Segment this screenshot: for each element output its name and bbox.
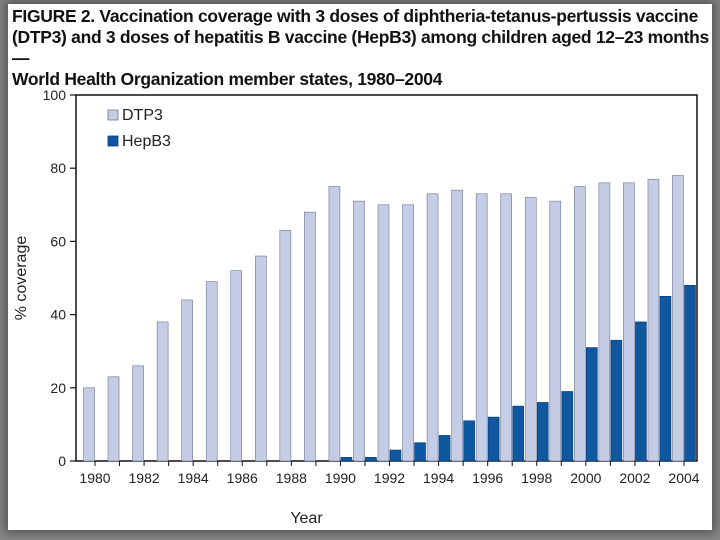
bar-hepb3 <box>389 449 402 462</box>
title-line: World Health Organization member states,… <box>12 69 443 89</box>
bar-hepb3 <box>438 435 451 462</box>
x-tick-label: 1986 <box>227 470 258 486</box>
bar-hepb3 <box>340 457 353 462</box>
bar-dtp3 <box>574 186 586 462</box>
bar-dtp3 <box>304 211 316 462</box>
y-tick-label: 0 <box>58 453 66 469</box>
bar-hepb3 <box>512 405 525 462</box>
bar-dtp3 <box>107 376 120 462</box>
x-tick-label: 1980 <box>79 470 110 486</box>
y-tick-label: 40 <box>50 307 66 323</box>
bar-dtp3 <box>353 200 365 462</box>
bar-dtp3 <box>647 178 660 462</box>
bar-hepb3 <box>561 391 574 462</box>
bar-dtp3 <box>426 193 439 462</box>
x-tick-label: 1998 <box>521 470 552 486</box>
bar-hepb3 <box>586 347 598 462</box>
y-tick-label: 100 <box>43 87 67 103</box>
bar-dtp3 <box>254 255 267 462</box>
bar-hepb3 <box>414 442 426 462</box>
chart-title: FIGURE 2. Vaccination coverage with 3 do… <box>12 6 712 90</box>
x-tick-label: 1996 <box>472 470 503 486</box>
bar-hepb3 <box>536 402 549 462</box>
bar-dtp3 <box>524 197 537 462</box>
x-tick-label: 1988 <box>276 470 307 486</box>
bar-hepb3 <box>610 339 623 462</box>
title-line: FIGURE 2. Vaccination coverage with 3 do… <box>12 6 698 26</box>
x-tick-label: 1992 <box>374 470 405 486</box>
bar-dtp3 <box>230 270 243 462</box>
bar-dtp3 <box>83 387 95 462</box>
legend-label-hepb3: HepB3 <box>122 133 171 150</box>
x-tick-label: 2002 <box>619 470 650 486</box>
bar-dtp3 <box>549 200 562 462</box>
bar-hepb3 <box>487 416 500 462</box>
bar-dtp3 <box>181 299 193 462</box>
bar-hepb3 <box>365 457 377 462</box>
x-tick-label: 1982 <box>129 470 160 486</box>
x-tick-label: 2000 <box>570 470 601 486</box>
legend-label-dtp3: DTP3 <box>122 107 163 124</box>
bar-dtp3 <box>205 281 218 462</box>
x-tick-label: 1984 <box>178 470 209 486</box>
y-tick-label: 20 <box>50 380 66 396</box>
bar-dtp3 <box>598 182 611 462</box>
bar-dtp3 <box>475 193 488 462</box>
legend-swatch-hepb3 <box>107 135 119 147</box>
bar-dtp3 <box>132 365 144 462</box>
title-line: (DTP3) and 3 doses of hepatitis B vaccin… <box>12 27 709 68</box>
bar-hepb3 <box>684 285 696 462</box>
bar-hepb3 <box>635 321 647 462</box>
x-tick-label: 1994 <box>423 470 454 486</box>
bar-dtp3 <box>500 193 513 462</box>
bar-dtp3 <box>279 230 292 462</box>
y-tick-label: 80 <box>50 160 66 176</box>
x-tick-label: 2004 <box>668 470 699 486</box>
x-tick-label: 1990 <box>325 470 356 486</box>
y-tick-label: 60 <box>50 233 66 249</box>
bar-dtp3 <box>672 175 684 462</box>
x-axis-label: Year <box>290 510 323 527</box>
legend-swatch-dtp3 <box>107 109 119 121</box>
bar-hepb3 <box>463 420 475 462</box>
bar-dtp3 <box>402 204 414 462</box>
y-axis-label: % coverage <box>13 236 30 321</box>
bar-dtp3 <box>451 189 463 462</box>
bar-dtp3 <box>623 182 635 462</box>
bar-dtp3 <box>156 321 169 462</box>
bar-dtp3 <box>377 204 390 462</box>
bar-dtp3 <box>328 186 341 462</box>
bar-hepb3 <box>659 295 672 462</box>
